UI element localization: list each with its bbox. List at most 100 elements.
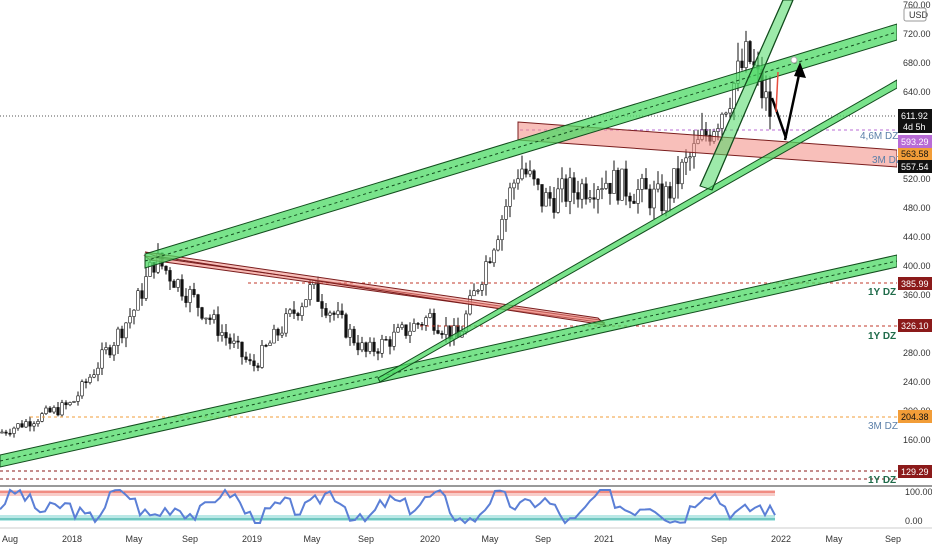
candle-down (388, 339, 392, 347)
candle-down (108, 347, 112, 356)
candle-up (88, 376, 92, 383)
candle-down (416, 323, 420, 325)
time-tick-label: 2019 (242, 534, 262, 544)
candle-up (96, 367, 100, 376)
svg-text:4d 5h: 4d 5h (903, 122, 926, 132)
green-bottom-channel (0, 254, 897, 468)
badge-last-price: 611.92 4d 5h (898, 109, 932, 133)
oscillator-pane[interactable]: 100.00 0.00 (0, 485, 932, 526)
candle-up (528, 170, 532, 175)
price-plot[interactable] (0, 0, 897, 480)
candle-down (552, 198, 556, 213)
candle-down (208, 317, 212, 320)
candle-up (368, 341, 372, 352)
candle-up (104, 347, 108, 351)
candle-up (444, 325, 448, 335)
candle-down (584, 183, 588, 200)
candle-down (28, 421, 32, 427)
candle-up (268, 342, 272, 346)
svg-text:129.29: 129.29 (901, 467, 929, 477)
candle-down (180, 279, 184, 297)
price-tick-label: 440.00 (903, 232, 931, 242)
candle-up (516, 178, 520, 184)
candle-up (560, 178, 564, 190)
candle-down (704, 129, 708, 136)
candle-down (256, 365, 260, 368)
oscillator-line (0, 488, 776, 525)
projection-arrow-up-head (794, 62, 806, 78)
candle-down (252, 360, 256, 367)
candle-up (280, 332, 284, 336)
candle-up (144, 276, 148, 299)
candle-up (44, 407, 48, 414)
candle-down (228, 337, 232, 344)
candle-down (376, 351, 380, 354)
candle-up (116, 328, 120, 346)
candle-down (56, 407, 60, 416)
candle-down (164, 265, 168, 271)
candle-up (112, 345, 116, 356)
candle-up (428, 312, 432, 318)
candle-up (512, 182, 516, 189)
candle-up (80, 381, 84, 397)
candle-up (408, 330, 412, 336)
candle-up (232, 340, 236, 344)
candle-up (580, 183, 584, 200)
candle-down (372, 341, 376, 352)
candle-up (304, 299, 308, 308)
candle-down (624, 168, 628, 197)
candle-up (392, 331, 396, 347)
candle-up (684, 157, 688, 163)
candle-down (364, 342, 368, 352)
candle-up (308, 284, 312, 300)
candle-down (644, 178, 648, 190)
candle-down (120, 328, 124, 339)
candle-up (652, 188, 656, 209)
candle-up (496, 239, 500, 251)
time-tick-label: 2022 (771, 534, 791, 544)
candle-down (768, 91, 772, 117)
candle-down (168, 270, 172, 282)
zone-label-3m-top: 3M DZ (872, 155, 902, 166)
candle-up (672, 168, 676, 199)
price-tick-label: 360.00 (903, 290, 931, 300)
time-axis[interactable]: Aug 2018 May Sep 2019 May Sep 2020 May Sep 2021 May… (2, 534, 901, 544)
candle-up (720, 113, 724, 129)
candle-down (436, 330, 440, 334)
time-tick-label: 2020 (420, 534, 440, 544)
svg-text:204.38: 204.38 (901, 412, 929, 422)
candle-up (92, 374, 96, 378)
time-tick-label: Aug (2, 534, 18, 544)
candle-down (196, 294, 200, 308)
candle-up (220, 332, 224, 336)
candle-up (68, 402, 72, 406)
candle-down (296, 313, 300, 316)
candle-up (544, 192, 548, 207)
svg-text:593.29: 593.29 (901, 137, 929, 147)
candle-down (184, 295, 188, 303)
candle-down (276, 328, 280, 336)
candle-up (260, 345, 264, 368)
candle-up (288, 309, 292, 315)
time-tick-label: Sep (358, 534, 374, 544)
green-mid-trend (377, 79, 897, 383)
candle-up (396, 327, 400, 333)
candle-up (100, 349, 104, 369)
badge-violet: 593.29 (898, 135, 932, 148)
candle-down (192, 289, 196, 295)
candle-down (4, 431, 8, 434)
candle-down (240, 341, 244, 358)
badge-orange: 563.58 (898, 148, 932, 160)
time-tick-label: May (654, 534, 672, 544)
price-tick-label: 640.00 (903, 87, 931, 97)
candle-up (424, 317, 428, 326)
candle-up (400, 324, 404, 328)
candle-up (284, 313, 288, 334)
candle-down (540, 184, 544, 207)
candle-down (20, 423, 24, 428)
candle-up (0, 431, 4, 434)
green-upper-channel-dash (144, 31, 897, 262)
candle-down (668, 186, 672, 199)
candle-down (440, 333, 444, 335)
